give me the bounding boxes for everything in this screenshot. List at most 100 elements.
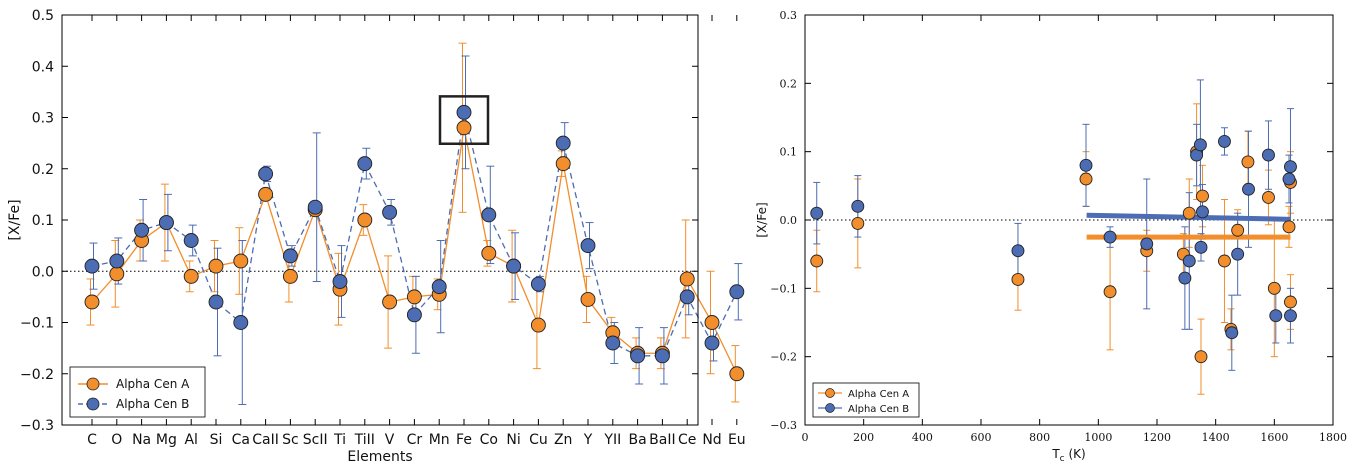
left-point-alpha-cen-a-sc	[282, 268, 298, 284]
right-point-alpha-cen-b	[1262, 148, 1275, 162]
right-x-tick-label: 400	[912, 431, 933, 444]
left-point-alpha-cen-a-zn	[555, 156, 571, 172]
right-point-alpha-cen-a	[1262, 190, 1275, 204]
left-point-alpha-cen-a-v	[382, 294, 398, 310]
right-point-alpha-cen-b	[1218, 134, 1231, 148]
right-x-tick-label: 1600	[1260, 431, 1288, 444]
right-chart: 0 200 400 600 800 1000 1200 1400 1600 1800 −0.3 −0.…	[755, 9, 1347, 464]
left-highlight-box-fe	[438, 95, 490, 145]
right-point-alpha-cen-a	[1231, 223, 1245, 237]
left-x-tick-label: ScII	[303, 432, 328, 448]
left-point-alpha-cen-a-ce	[679, 271, 695, 287]
left-point-alpha-cen-b-cu	[530, 276, 546, 292]
left-point-alpha-cen-b-eu	[729, 284, 745, 300]
left-legend: Alpha Cen A Alpha Cen B	[69, 366, 206, 418]
left-point-alpha-cen-b-na	[134, 222, 150, 238]
right-point-alpha-cen-b	[1284, 309, 1297, 323]
right-markers-alpha-cen-b	[810, 134, 1297, 340]
right-point-alpha-cen-b	[1194, 240, 1208, 254]
right-point-alpha-cen-b	[1269, 309, 1283, 323]
right-point-alpha-cen-b	[1140, 237, 1154, 251]
right-legend-marker-alpha-cen-a	[825, 388, 835, 398]
left-x-tick-label: YII	[603, 432, 621, 448]
left-point-alpha-cen-b-tiii	[357, 156, 373, 172]
right-x-tick-label: 1400	[1202, 431, 1230, 444]
left-x-tick-label: BaII	[649, 432, 675, 448]
left-x-tick-label: O	[111, 432, 122, 448]
left-point-alpha-cen-b-zn	[555, 135, 571, 151]
right-y-tick-label: −0.1	[770, 282, 797, 295]
right-y-tick-label: 0.1	[780, 146, 798, 159]
right-point-alpha-cen-a	[1103, 285, 1117, 299]
left-point-alpha-cen-a-ca	[233, 253, 249, 269]
left-point-alpha-cen-b-nd	[704, 335, 720, 351]
right-point-alpha-cen-b	[851, 199, 865, 213]
left-point-alpha-cen-b-ce	[679, 289, 695, 305]
right-legend: Alpha Cen A Alpha Cen B	[812, 382, 920, 418]
left-x-tick-label: Cr	[407, 432, 423, 448]
right-point-alpha-cen-a	[1267, 281, 1281, 295]
right-point-alpha-cen-b	[1011, 244, 1025, 258]
right-x-tick-label: 800	[1029, 431, 1050, 444]
right-point-alpha-cen-b	[1103, 230, 1117, 244]
right-point-alpha-cen-a	[1194, 350, 1208, 364]
right-point-alpha-cen-b	[810, 206, 824, 220]
left-x-tick-label: Sc	[282, 432, 299, 448]
left-series-line-alpha-cen-a	[91, 127, 738, 375]
right-legend-label-alpha-cen-a: Alpha Cen A	[848, 389, 909, 400]
left-x-tick-label: TiII	[354, 432, 375, 448]
left-x-axis-label: Elements	[347, 449, 412, 465]
right-point-alpha-cen-a	[1218, 254, 1231, 268]
left-x-tick-label: Y	[583, 432, 593, 448]
legend-label-alpha-cen-a: Alpha Cen A	[116, 377, 190, 391]
left-point-alpha-cen-b-si	[208, 294, 224, 310]
left-x-tick-label: V	[385, 432, 395, 448]
right-x-tick-label: 1000	[1084, 431, 1112, 444]
right-markers-alpha-cen-a	[810, 145, 1297, 364]
left-x-tick-label: Fe	[456, 432, 472, 448]
legend-marker-alpha-cen-b	[86, 397, 100, 411]
left-y-tick-label: −0.1	[20, 316, 54, 332]
right-point-alpha-cen-a	[1284, 295, 1297, 309]
legend-marker-alpha-cen-a	[86, 377, 100, 391]
right-point-alpha-cen-a	[1282, 220, 1296, 234]
left-point-alpha-cen-a-eu	[729, 366, 745, 382]
right-x-tick-label: 1800	[1319, 431, 1347, 444]
left-x-tick-label: Nd	[702, 432, 721, 448]
left-x-tick-label: Ba	[629, 432, 647, 448]
left-x-tick-label: Ce	[678, 432, 696, 448]
left-markers-alpha-cen-b	[84, 104, 745, 364]
left-x-tick-label: Ca	[232, 432, 250, 448]
left-point-alpha-cen-b-y	[580, 238, 596, 254]
right-x-tick-label: 1200	[1143, 431, 1171, 444]
right-point-alpha-cen-b	[1196, 205, 1209, 219]
left-x-tick-label: C	[87, 432, 97, 448]
right-point-alpha-cen-b	[1182, 254, 1196, 268]
right-point-alpha-cen-a	[1011, 273, 1025, 286]
left-point-alpha-cen-b-cr	[406, 307, 422, 323]
right-point-alpha-cen-b	[1231, 247, 1245, 261]
left-x-tick-label: Na	[132, 432, 151, 448]
right-point-alpha-cen-a	[1182, 206, 1196, 220]
right-point-alpha-cen-b	[1242, 182, 1255, 196]
right-point-alpha-cen-b	[1079, 158, 1093, 172]
left-point-alpha-cen-a-nd	[704, 315, 720, 330]
right-x-axis-label-subscript: c	[1060, 454, 1065, 464]
right-x-axis-label-main: T	[1051, 447, 1060, 461]
left-point-alpha-cen-b-c	[84, 258, 100, 274]
right-y-tick-label: 0.3	[780, 9, 798, 22]
left-point-alpha-cen-a-caii	[258, 186, 274, 202]
left-point-alpha-cen-a-si	[208, 258, 224, 274]
right-y-tick-label: 0.2	[780, 77, 798, 90]
left-point-alpha-cen-b-scii	[307, 199, 323, 215]
left-y-tick-label: 0.3	[32, 111, 54, 127]
left-x-tick-label: Cu	[529, 432, 548, 448]
left-y-tick-label: 0.4	[32, 59, 54, 75]
left-y-tick-label: 0.1	[32, 213, 54, 229]
right-legend-label-alpha-cen-b: Alpha Cen B	[848, 404, 909, 415]
right-point-alpha-cen-a	[810, 254, 824, 268]
left-point-alpha-cen-a-o	[109, 266, 125, 282]
left-y-tick-label: −0.3	[20, 418, 54, 434]
left-y-tick-label: 0.2	[32, 162, 54, 178]
legend-label-alpha-cen-b: Alpha Cen B	[116, 397, 189, 411]
